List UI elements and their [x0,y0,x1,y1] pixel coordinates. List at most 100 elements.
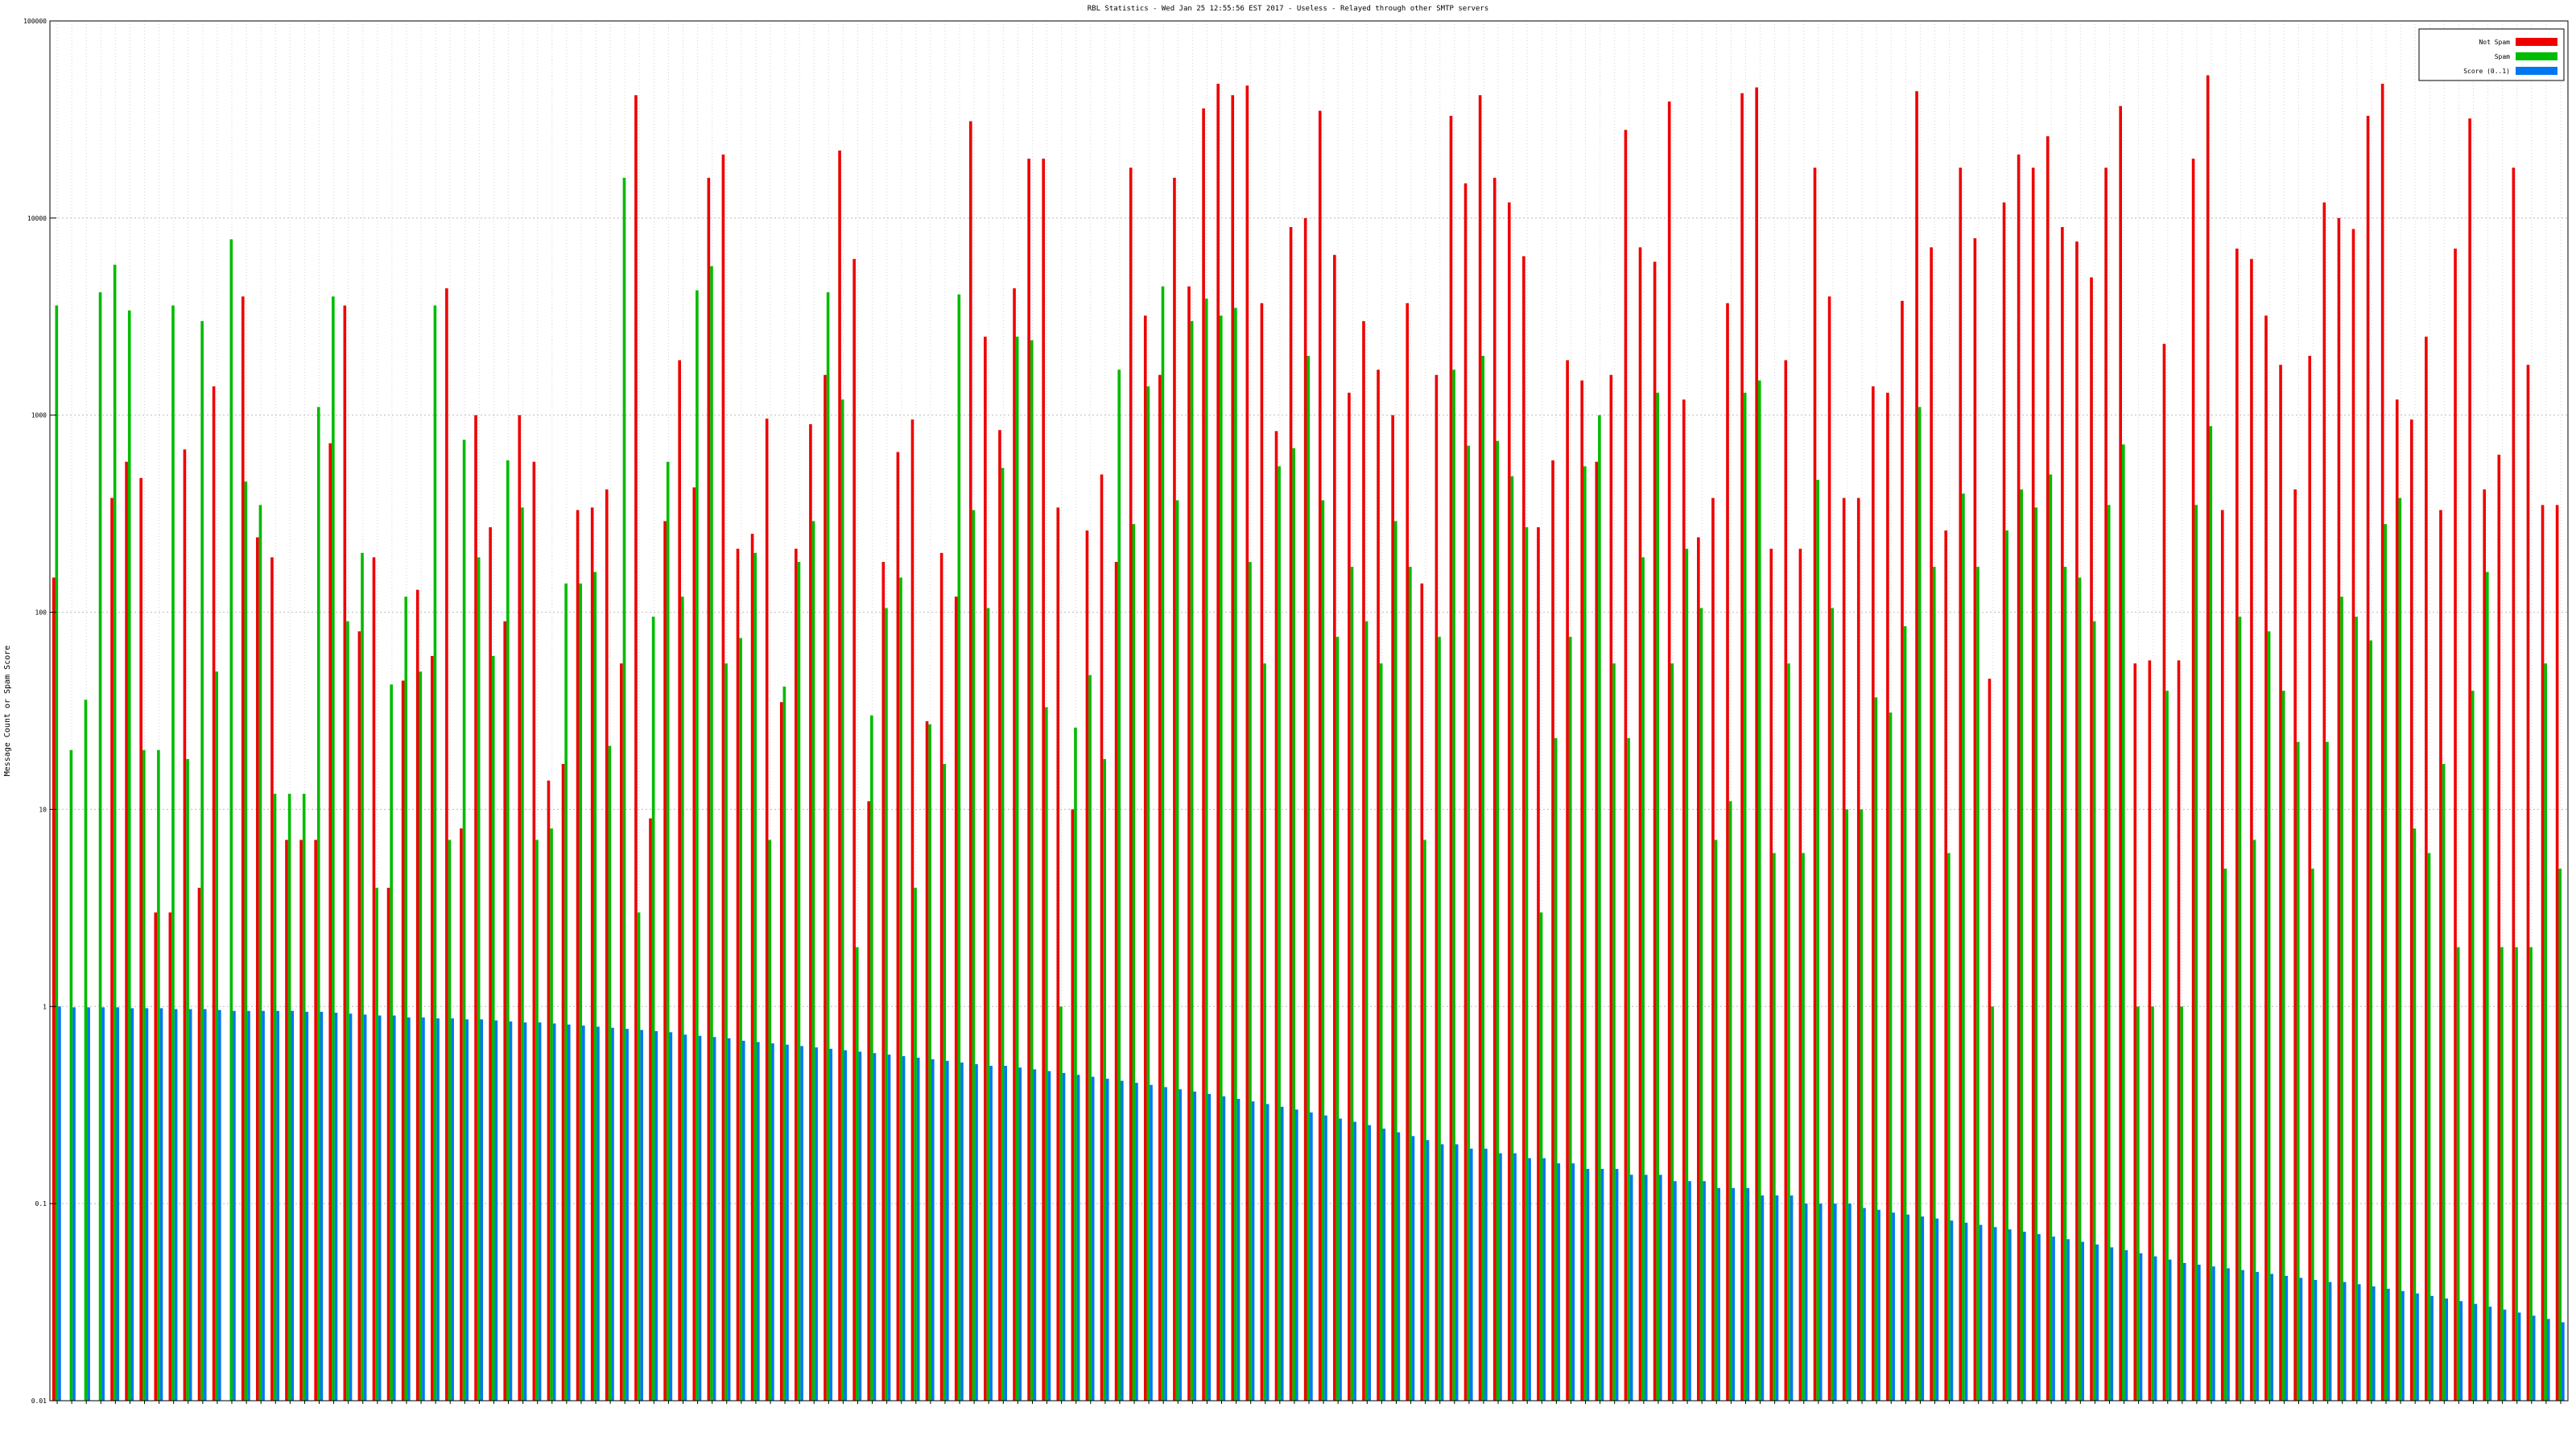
x-axis-labels [56,1401,2562,1404]
bar [1397,1132,1401,1401]
bar [2430,1295,2434,1401]
bar [1173,177,1176,1401]
bar [1755,87,1758,1401]
bar [1452,369,1455,1401]
bar [2031,167,2035,1402]
bar [2541,505,2545,1401]
bar [2066,1239,2070,1401]
bar [1236,1099,1241,1401]
bar [2107,505,2111,1401]
bar [1932,567,1936,1402]
y-tick-label: 0.01 [31,1397,47,1405]
bar [390,684,393,1401]
bar [1411,1136,1415,1401]
bar [1522,256,1525,1401]
bar [582,1026,585,1401]
bar [1507,202,1511,1402]
bar [316,407,320,1401]
bar [2095,1244,2099,1401]
bar [2387,1288,2390,1401]
bar [2442,764,2446,1401]
bar [1027,159,1030,1401]
bar [2456,947,2460,1401]
bar [2104,167,2107,1402]
bar [58,1006,61,1401]
bar [1802,852,1805,1401]
bar [1717,1187,1720,1401]
bar [1377,369,1380,1401]
bar [765,419,769,1401]
bar [1874,697,1878,1401]
bar [1872,386,1875,1401]
bar [824,374,827,1402]
bar [1324,1115,1327,1401]
bar [1930,247,1933,1401]
bar [125,461,128,1401]
bar [1481,356,1485,1402]
bar [885,608,888,1401]
bar [69,749,73,1401]
bar [183,449,187,1402]
bar [2194,505,2198,1401]
bar [87,1007,90,1401]
bar [960,1062,964,1401]
bar [445,288,448,1402]
bar [654,1030,658,1401]
bar [1583,466,1587,1401]
bar [2136,1006,2140,1401]
legend-label: Score (0..1) [2463,68,2510,75]
bar [757,1042,760,1401]
bar [1964,1222,1968,1401]
bar [826,292,830,1402]
bar [2238,617,2242,1401]
bar [186,758,189,1401]
bar [1103,758,1106,1401]
bar [2020,489,2024,1402]
bar [521,507,524,1401]
bar [1554,737,1558,1401]
bar [1455,1144,1459,1401]
bar [2454,248,2457,1401]
bar [1566,360,1569,1401]
bar [1435,374,1439,1402]
bar [972,510,976,1401]
bar [1208,1093,1212,1401]
bar [2468,118,2471,1401]
bar [1743,392,1747,1401]
bar [1775,1195,1779,1401]
bar [197,887,201,1401]
bar [1921,1216,1925,1401]
bar [430,655,434,1401]
bar [1364,621,1368,1401]
bar [1278,466,1281,1401]
bar [218,1009,221,1401]
bar [1231,95,1235,1401]
bar [2206,75,2210,1401]
bar [1670,663,1674,1401]
bar [1289,227,1293,1402]
bar [334,1013,338,1401]
bar [171,305,175,1401]
bar [608,745,612,1401]
bar [2445,1298,2449,1401]
bar [736,548,740,1401]
bar [634,95,638,1401]
bar [910,419,914,1401]
bar [1979,1224,1983,1401]
bar [451,1018,454,1401]
bar [1265,1104,1269,1401]
bar [1074,727,1077,1401]
bar [696,290,699,1402]
bar [867,801,871,1401]
bar [1348,392,1351,1401]
bar [1656,392,1660,1401]
y-tick-label: 0.1 [35,1200,47,1208]
bar [968,121,972,1402]
bar [72,1007,76,1401]
bar [1382,1129,1386,1401]
bar [1728,801,1732,1401]
bar [2471,691,2475,1401]
bar [2122,444,2125,1401]
bar [2293,489,2297,1402]
